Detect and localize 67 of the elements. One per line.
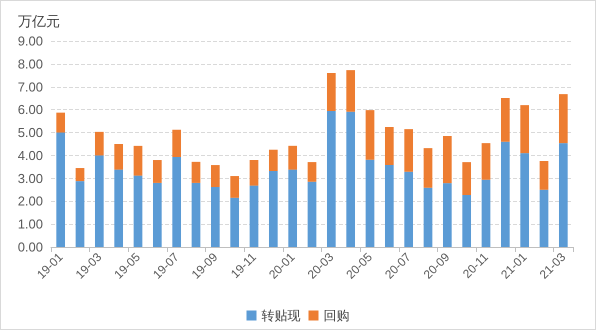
bar [56, 132, 66, 247]
y-tick-label: 5.00 [18, 125, 43, 140]
bar [210, 187, 220, 247]
bar [442, 136, 452, 184]
bar [250, 186, 258, 247]
bar [366, 110, 374, 160]
bar [268, 150, 278, 172]
y-tick-label: 0.00 [18, 240, 43, 254]
bar [76, 168, 84, 182]
bar [134, 146, 142, 176]
bar [500, 98, 510, 142]
bar [94, 132, 104, 156]
bar [192, 182, 200, 247]
bar [384, 165, 394, 247]
bar [482, 180, 490, 247]
bar [424, 148, 432, 188]
bar [94, 155, 104, 247]
bar [172, 157, 182, 247]
bar [172, 130, 182, 158]
y-tick-label: 2.00 [18, 194, 43, 209]
bar [152, 182, 162, 247]
y-tick-label: 8.00 [18, 56, 43, 72]
legend-label: 转贴现 [262, 308, 300, 323]
bar [540, 190, 548, 247]
bar [558, 94, 568, 144]
bar [482, 143, 490, 180]
bar [114, 144, 124, 170]
bar [424, 188, 432, 247]
bar [520, 105, 530, 154]
y-tick-label: 1.00 [18, 216, 43, 232]
bar [462, 162, 472, 196]
bar [558, 143, 568, 247]
bar [308, 162, 316, 182]
y-tick-label: 3.00 [18, 170, 43, 186]
y-tick-label: 7.00 [18, 79, 43, 94]
bar [404, 172, 414, 247]
y-tick-label: 4.00 [18, 148, 43, 163]
y-tick-label: 6.00 [18, 102, 43, 118]
bar [326, 73, 336, 112]
bar [76, 181, 84, 247]
bar [346, 112, 356, 247]
bar [540, 160, 548, 190]
bar [230, 198, 240, 247]
y-tick-label: 9.00 [18, 34, 43, 48]
bar [210, 165, 220, 188]
legend-label: 回购 [324, 308, 350, 323]
bar [250, 160, 258, 186]
bar [230, 176, 240, 198]
bar [462, 195, 472, 247]
bar [326, 111, 336, 247]
bar [288, 146, 298, 170]
bar [346, 70, 356, 112]
bar [442, 183, 452, 247]
bar [366, 160, 374, 247]
bar [404, 129, 414, 172]
bar [134, 176, 142, 247]
bar [288, 170, 298, 247]
bar [384, 127, 394, 166]
bar [114, 170, 124, 247]
bar [308, 182, 316, 247]
bar [192, 162, 200, 183]
bar [500, 142, 510, 247]
bar [520, 153, 530, 247]
bar [152, 160, 162, 183]
bar [56, 112, 66, 133]
bar [268, 171, 278, 247]
y-axis-title: 万亿元 [18, 13, 60, 29]
